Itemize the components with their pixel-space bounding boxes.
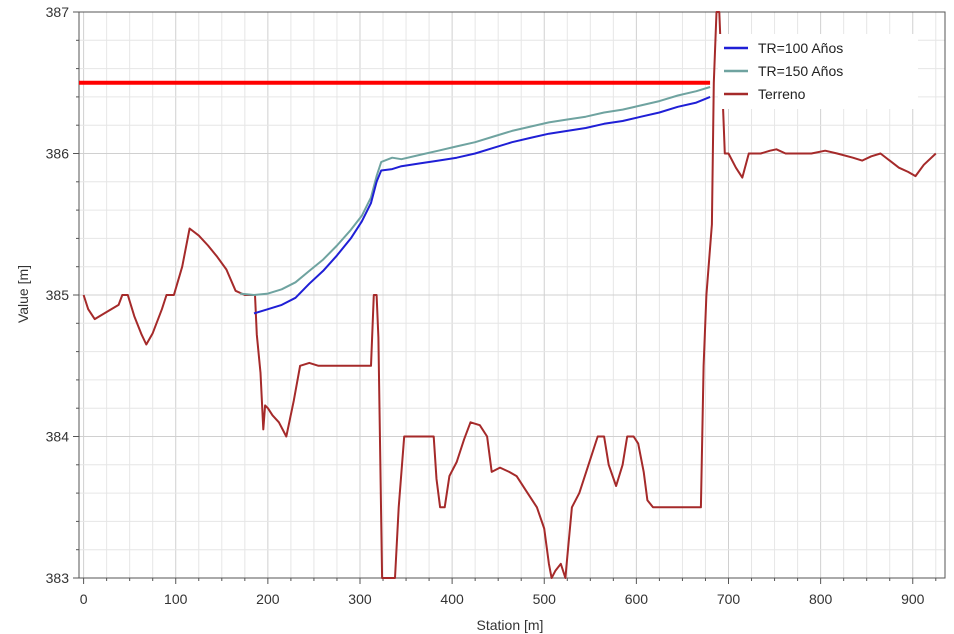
x-tick-label: 600 xyxy=(625,591,649,607)
x-tick-label: 200 xyxy=(256,591,280,607)
x-tick-label: 900 xyxy=(901,591,925,607)
y-tick-label: 385 xyxy=(46,287,70,303)
x-tick-label: 800 xyxy=(809,591,833,607)
y-tick-label: 387 xyxy=(46,4,70,20)
y-tick-label: 383 xyxy=(46,570,70,586)
legend: TR=100 Años TR=150 Años Terreno xyxy=(718,34,918,109)
x-tick-label: 300 xyxy=(348,591,372,607)
x-tick-label: 100 xyxy=(164,591,188,607)
x-tick-label: 700 xyxy=(717,591,741,607)
x-axis-label: Station [m] xyxy=(477,617,544,633)
series-line-terreno xyxy=(82,11,937,579)
legend-label: Terreno xyxy=(758,86,806,102)
legend-label: TR=100 Años xyxy=(758,40,843,56)
y-tick-label: 384 xyxy=(46,429,70,445)
legend-label: TR=150 Años xyxy=(758,63,843,79)
y-axis-label: Value [m] xyxy=(15,265,31,323)
y-tick-label: 386 xyxy=(46,146,70,162)
x-tick-label: 0 xyxy=(80,591,88,607)
legend-background xyxy=(718,34,918,109)
x-tick-label: 400 xyxy=(440,591,464,607)
series-layer xyxy=(82,11,937,579)
x-tick-label: 500 xyxy=(533,591,557,607)
series-line-tr100 xyxy=(253,95,711,315)
series-line-tr150 xyxy=(240,86,711,296)
axis-ticks: 0 100 200 300 400 500 600 700 800 900 383 384 385 386… xyxy=(46,4,937,607)
